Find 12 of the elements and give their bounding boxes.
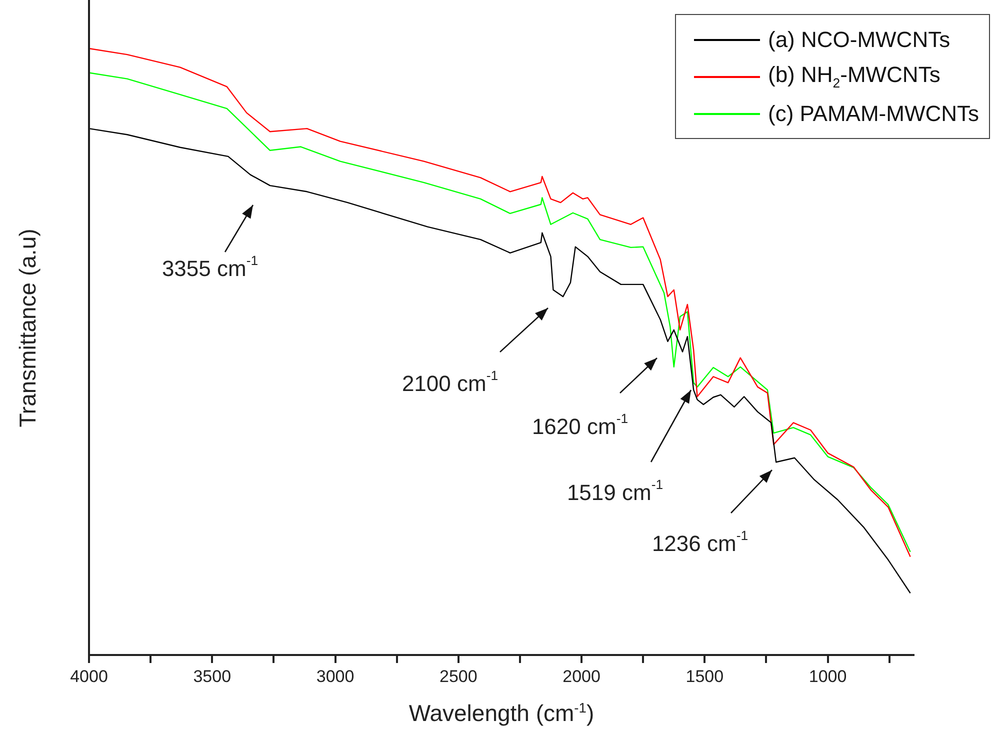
x-tick-label: 4000 [70,666,108,686]
y-axis-title: Transmittance (a.u) [14,228,42,428]
x-axis-title: Wavelength (cm$^{-1}$) [408,700,596,727]
x-tick-label: 3500 [193,666,232,686]
legend-label: (a) NCO-MWCNTs [768,26,950,52]
x-tick-label: 1000 [808,666,847,686]
x-tick-label: 1500 [686,666,724,686]
x-tick-label: 2000 [562,666,600,686]
x-tick-label: 3000 [316,666,354,686]
legend-label: (b) NH$_{2}$-MWCNTs [768,62,940,91]
legend-label: (c) PAMAM-MWCNTs [768,100,979,126]
x-tick-label: 2500 [439,666,478,686]
